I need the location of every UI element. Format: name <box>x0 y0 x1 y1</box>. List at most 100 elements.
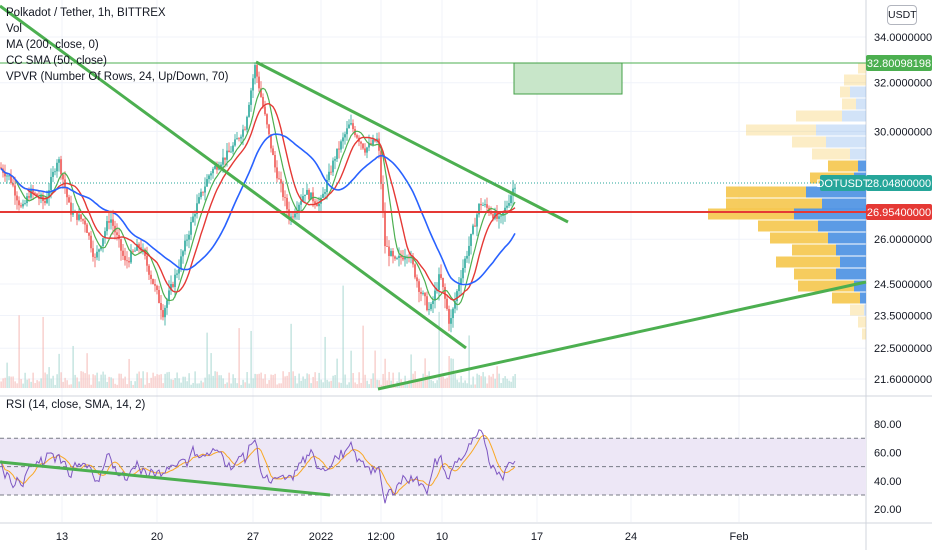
candle-body <box>32 188 34 193</box>
volume-bar <box>296 383 298 388</box>
vpvr-up-bar <box>858 160 866 172</box>
candle-body <box>86 224 88 233</box>
vpvr-down-bar <box>792 136 826 148</box>
volume-bar <box>436 380 438 388</box>
candle-body <box>50 176 52 191</box>
candle-body <box>116 232 118 235</box>
candle-body <box>182 251 184 257</box>
candle-body <box>152 278 154 285</box>
candle-body <box>446 298 448 309</box>
candle-body <box>330 171 332 173</box>
volume-bar <box>54 384 56 388</box>
candle-body <box>20 205 22 207</box>
volume-bar <box>512 376 514 388</box>
candle-body <box>134 250 136 252</box>
vol-indicator-label[interactable]: Vol <box>6 23 22 35</box>
volume-bar <box>252 378 254 388</box>
candle-body <box>458 284 460 292</box>
volume-bar <box>302 376 304 388</box>
volume-bar <box>184 376 186 388</box>
candle-body <box>124 255 126 261</box>
volume-bar <box>136 373 138 388</box>
volume-bar <box>372 373 374 388</box>
volume-bar <box>234 378 236 388</box>
candle-body <box>262 96 264 107</box>
volume-bar <box>174 377 176 388</box>
volume-bar <box>48 367 50 388</box>
volume-bar <box>4 377 6 388</box>
sma-indicator-label[interactable]: CC SMA (50, close) <box>6 55 107 67</box>
candle-body <box>54 171 56 173</box>
volume-bar <box>352 373 354 388</box>
candle-body <box>0 167 2 169</box>
candle-body <box>364 148 366 153</box>
candle-body <box>276 167 278 179</box>
volume-bar <box>106 381 108 388</box>
candle-body <box>78 214 80 220</box>
candle-body <box>430 304 432 310</box>
volume-bar <box>332 375 334 388</box>
volume-bar <box>68 384 70 388</box>
volume-bar <box>398 372 400 388</box>
rsi-trend-line <box>0 460 331 497</box>
vpvr-down-bar <box>812 148 850 160</box>
candle-body <box>472 225 474 234</box>
volume-bar <box>258 373 260 388</box>
volume-bar <box>280 383 282 388</box>
vpvr-down-bar <box>792 244 836 256</box>
candle-body <box>244 129 246 131</box>
vpvr-up-bar <box>860 292 866 304</box>
volume-bar <box>150 377 152 388</box>
trend-drawings[interactable] <box>0 4 867 391</box>
volume-bar <box>216 371 218 388</box>
ma-indicator-label[interactable]: MA (200, close, 0) <box>6 39 99 51</box>
candle-body <box>138 244 140 248</box>
candle-body <box>372 139 374 145</box>
candle-body <box>326 179 328 193</box>
volume-bar <box>236 383 238 388</box>
volume-bar <box>132 384 134 388</box>
volume-bar <box>438 311 440 388</box>
volume-bar <box>172 379 174 388</box>
rsi-indicator-label[interactable]: RSI (14, close, SMA, 14, 2) <box>6 399 146 411</box>
volume-bar <box>320 379 322 388</box>
vpvr-indicator-label[interactable]: VPVR (Number Of Rows, 24, Up/Down, 70) <box>6 71 229 83</box>
volume-bar <box>384 358 386 388</box>
volume-bar <box>472 376 474 388</box>
vpvr-down-bar <box>828 160 858 172</box>
candle-body <box>266 114 268 125</box>
volume-bar <box>50 378 52 388</box>
candle-body <box>162 310 164 318</box>
volume-bar <box>494 378 496 388</box>
candle-body <box>356 135 358 138</box>
volume-bar <box>44 372 46 388</box>
candle-body <box>384 210 386 247</box>
vpvr-down-bar <box>746 124 816 136</box>
volume-bar <box>474 384 476 388</box>
candle-body <box>500 215 502 217</box>
price-tag-resistance-bg <box>866 55 932 71</box>
time-tick-label: 20 <box>151 531 163 543</box>
candle-body <box>222 157 224 165</box>
volume-bar <box>460 375 462 388</box>
candle-body <box>154 284 156 286</box>
volume-bar <box>196 383 198 388</box>
volume-bar <box>112 378 114 388</box>
candle-body <box>484 204 486 206</box>
vpvr-down-bar <box>832 292 860 304</box>
currency-button[interactable]: USDT <box>887 5 917 25</box>
symbol-title[interactable]: Polkadot / Tether, 1h, BITTREX <box>6 7 166 19</box>
volume-bar <box>356 384 358 388</box>
volume-bar <box>248 383 250 388</box>
volume-bar <box>0 381 2 388</box>
candle-body <box>194 214 196 217</box>
volume-bar <box>418 380 420 388</box>
volume-bar <box>186 381 188 388</box>
volume-bar <box>226 382 228 388</box>
candle-body <box>16 195 18 201</box>
candle-body <box>72 211 74 215</box>
candle-body <box>236 138 238 140</box>
symbol-tag: DOTUSDT <box>816 178 869 190</box>
candle-body <box>98 249 100 252</box>
